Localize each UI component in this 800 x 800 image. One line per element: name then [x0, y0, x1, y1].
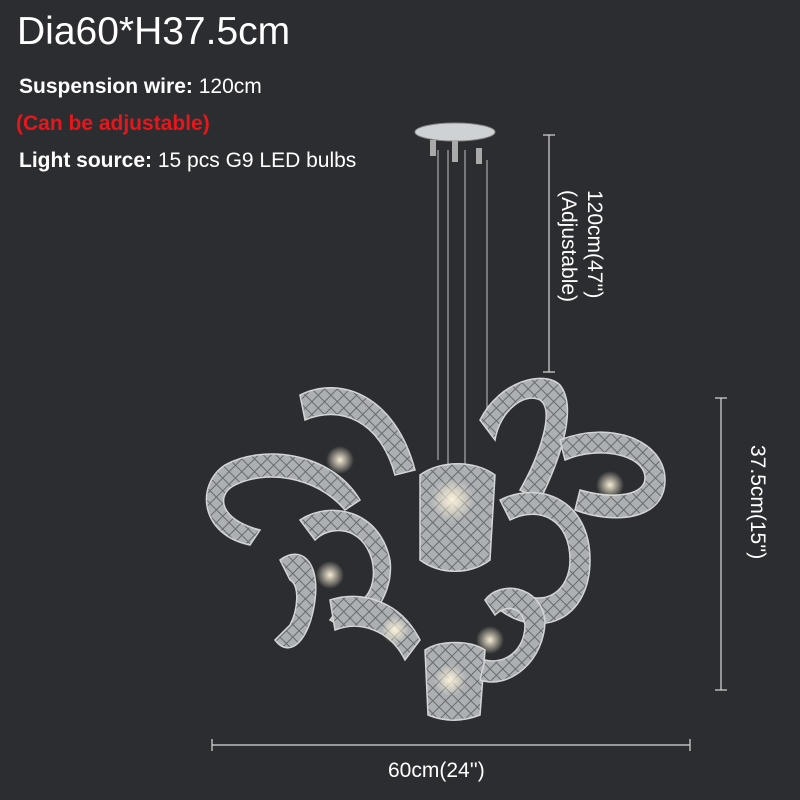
light-source-value: 15 pcs G9 LED bulbs: [157, 149, 357, 172]
suspension-wires: [437, 150, 488, 470]
wire-length-value: 120cm(47''): [583, 190, 606, 299]
wire-adjustable-note: (Adjustable): [557, 190, 580, 303]
width-label: 60cm(24''): [388, 759, 485, 782]
suspension-value: 120cm: [198, 75, 262, 98]
height-label: 37.5cm(15''): [746, 445, 769, 560]
light-source-label: Light source:: [19, 149, 153, 172]
suspension-wire-spec: Suspension wire: 120cm: [19, 74, 262, 100]
ceiling-canopy: [414, 122, 496, 164]
light-source-spec: Light source: 15 pcs G9 LED bulbs: [19, 148, 356, 174]
bulb-glows: [316, 446, 624, 696]
glass-ribbons: [205, 377, 666, 721]
dimension-lines: [211, 134, 727, 751]
adjustable-note: (Can be adjustable): [16, 112, 210, 135]
product-dimensions-title: Dia60*H37.5cm: [17, 10, 291, 53]
wire-length-label: 120cm(47'') (Adjustable): [555, 190, 607, 302]
suspension-label: Suspension wire:: [19, 75, 193, 98]
